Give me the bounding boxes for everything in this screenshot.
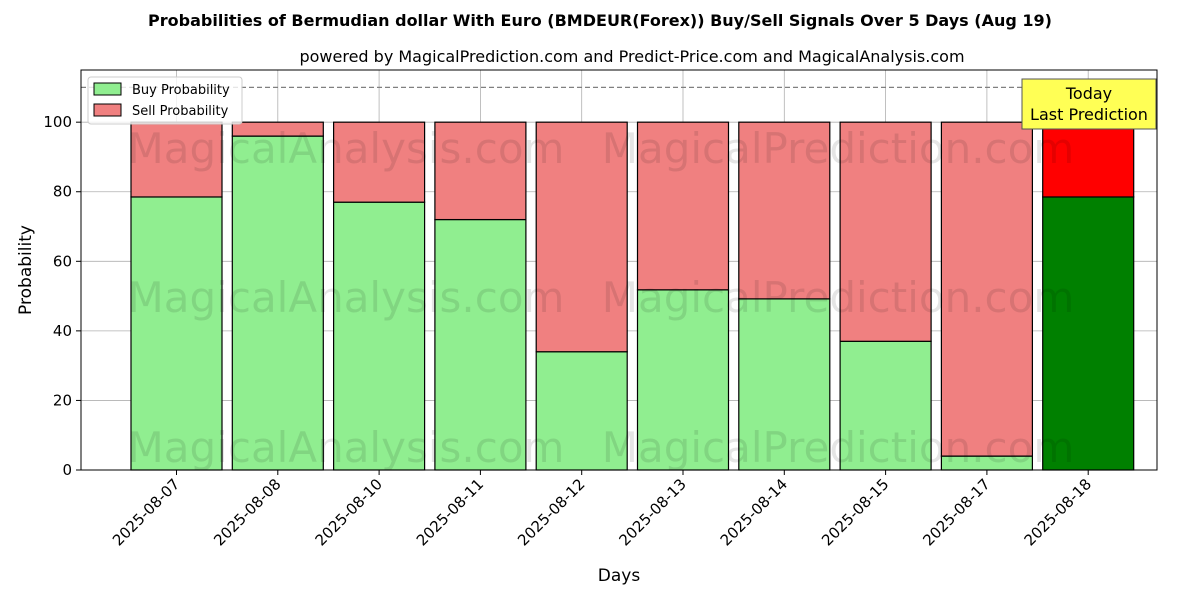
legend-box [87,76,243,125]
buy-bar [839,340,932,471]
legend-entry-label: Sell Probability [132,104,229,119]
y-tick-label: 40 [53,322,72,340]
sell-bar [636,121,730,291]
y-tick-label: 20 [53,391,72,409]
y-tick-label: 80 [53,183,72,201]
sell-bar [1042,121,1135,198]
x-tick-label: 2025-08-11 [413,475,487,549]
chart-subtitle: powered by MagicalPrediction.com and Pre… [299,47,964,66]
x-tick-label: 2025-08-18 [1021,475,1095,549]
bars-layer [130,121,1135,471]
today-annotation: Today Last Prediction [1021,78,1157,130]
annotation-box [1021,78,1157,130]
y-axis-label: Probability [16,225,36,315]
sell-bar [333,121,426,203]
watermark-layer: MagicalAnalysis.com MagicalPrediction.com… [128,124,1075,472]
legend: Buy Probability Sell Probability [87,76,243,125]
legend-swatch [93,103,122,117]
sell-bar [839,121,932,342]
sell-bar [130,121,223,198]
annotation-text: Today [1065,84,1112,103]
x-axis-label: Days [598,566,641,586]
x-tick-label: 2025-08-15 [818,475,892,549]
watermark-text: MagicalAnalysis.com [128,124,565,173]
buy-bar [130,196,223,471]
buy-bar [636,289,730,471]
legend-entry-label: Buy Probability [132,83,230,98]
watermark-text: MagicalPrediction.com [602,124,1075,173]
y-tick-label: 0 [62,461,72,479]
watermark-text: MagicalAnalysis.com [128,273,565,322]
buy-bar [535,351,628,471]
watermark-text: MagicalAnalysis.com [128,423,565,472]
x-tick-label: 2025-08-17 [919,475,993,549]
x-tick-label: 2025-08-14 [717,475,791,549]
sell-bar [434,121,527,221]
x-tick-label: 2025-08-13 [615,475,689,549]
x-tick-label: 2025-08-08 [210,475,284,549]
annotation-text: Last Prediction [1030,105,1148,124]
sell-bar [940,121,1034,457]
x-tick-label: 2025-08-10 [312,475,386,549]
x-tick-label: 2025-08-07 [109,475,183,549]
buy-bar [738,298,831,471]
y-tick-label: 60 [53,252,72,270]
sell-bar [738,121,831,300]
watermark-text: MagicalPrediction.com [602,423,1075,472]
plot-frame [80,69,1158,471]
buy-bar [333,201,426,471]
watermark-text: MagicalPrediction.com [602,273,1075,322]
x-tick-label: 2025-08-12 [514,475,588,549]
sell-bar [231,121,324,137]
buy-bar [1042,196,1135,471]
sell-bar [535,121,628,353]
legend-swatch [93,82,122,96]
y-tick-label: 100 [43,113,72,131]
chart-title: Probabilities of Bermudian dollar With E… [148,11,1052,30]
